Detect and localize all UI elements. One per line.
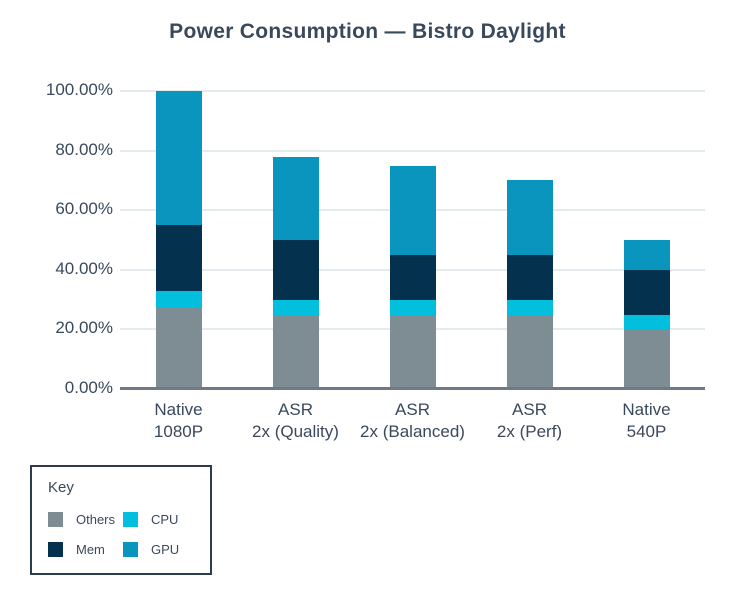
x-axis-category-label: ASR 2x (Perf) bbox=[496, 400, 563, 442]
legend-swatch-others bbox=[48, 512, 63, 527]
bar-segment-gpu bbox=[389, 165, 436, 255]
bar-segment-others bbox=[389, 314, 436, 389]
bar-slot bbox=[120, 91, 237, 389]
bar-segment-mem bbox=[155, 225, 202, 291]
legend-entry-mem: Mem bbox=[48, 542, 123, 557]
legend-entry-gpu: GPU bbox=[123, 542, 198, 557]
x-axis-category-label: Native 540P bbox=[622, 400, 671, 442]
legend-label-others: Others bbox=[76, 512, 116, 527]
y-axis: 0.00% 20.00% 40.00% 60.00% 80.00% 100.00% bbox=[0, 80, 113, 397]
legend-swatch-gpu bbox=[123, 542, 138, 557]
bar-segment-cpu bbox=[155, 290, 202, 308]
bar-segment-gpu bbox=[506, 180, 553, 255]
x-axis-category-label: Native 1080P bbox=[153, 400, 204, 442]
bar-native-540p bbox=[623, 91, 670, 389]
plot-area bbox=[120, 90, 705, 390]
bar-asr-2x-balanced bbox=[389, 91, 436, 389]
bar-segment-mem bbox=[272, 240, 319, 300]
bar-segment-mem bbox=[623, 269, 670, 315]
bar-asr-2x-quality bbox=[272, 91, 319, 389]
bar-asr-2x-perf bbox=[506, 91, 553, 389]
bar-segment-cpu bbox=[389, 299, 436, 315]
legend-label-cpu: CPU bbox=[151, 512, 179, 527]
x-axis-category-label: ASR 2x (Quality) bbox=[252, 400, 339, 442]
x-axis-category-label: ASR 2x (Balanced) bbox=[360, 400, 465, 442]
gridline bbox=[120, 149, 705, 152]
x-axis: Native 1080P ASR 2x (Quality) ASR 2x (Bala… bbox=[120, 399, 705, 443]
bar-segment-mem bbox=[389, 254, 436, 300]
y-axis-tick-label: 60.00% bbox=[55, 199, 113, 219]
bar-segment-others bbox=[155, 307, 202, 389]
bar-native-1080p bbox=[155, 91, 202, 389]
bar-segment-others bbox=[272, 314, 319, 389]
bar-segment-mem bbox=[506, 254, 553, 300]
bar-segment-cpu bbox=[506, 299, 553, 315]
legend-entries: Others CPU Mem GPU bbox=[48, 512, 198, 557]
bar-segment-others bbox=[506, 314, 553, 389]
bar-segment-others bbox=[623, 329, 670, 389]
chart-title: Power Consumption — Bistro Daylight bbox=[169, 20, 566, 43]
bar-segment-gpu bbox=[272, 156, 319, 241]
legend-label-gpu: GPU bbox=[151, 542, 180, 557]
legend-swatch-mem bbox=[48, 542, 63, 557]
y-axis-tick-label: 40.00% bbox=[55, 258, 113, 278]
bar-segment-cpu bbox=[272, 299, 319, 315]
bar-slot bbox=[237, 91, 354, 389]
bar-slot bbox=[354, 91, 471, 389]
y-axis-tick-label: 100.00% bbox=[45, 80, 113, 99]
legend-label-mem: Mem bbox=[76, 542, 105, 557]
y-axis-tick-label: 80.00% bbox=[55, 139, 113, 159]
bar-series-container bbox=[120, 91, 705, 389]
legend-entry-cpu: CPU bbox=[123, 512, 198, 527]
legend-title: Key bbox=[48, 479, 74, 496]
x-axis-baseline bbox=[120, 387, 705, 390]
y-axis-tick-label: 0.00% bbox=[64, 378, 113, 397]
gridline bbox=[120, 90, 705, 92]
legend-box: Key Others CPU Mem GPU bbox=[30, 465, 212, 575]
y-axis-tick-label: 20.00% bbox=[55, 318, 113, 338]
legend-entry-others: Others bbox=[48, 512, 123, 527]
bar-segment-cpu bbox=[623, 314, 670, 330]
bar-segment-gpu bbox=[155, 91, 202, 226]
legend-swatch-cpu bbox=[123, 512, 138, 527]
bar-slot bbox=[588, 91, 705, 389]
bar-segment-gpu bbox=[623, 240, 670, 270]
bar-slot bbox=[471, 91, 588, 389]
